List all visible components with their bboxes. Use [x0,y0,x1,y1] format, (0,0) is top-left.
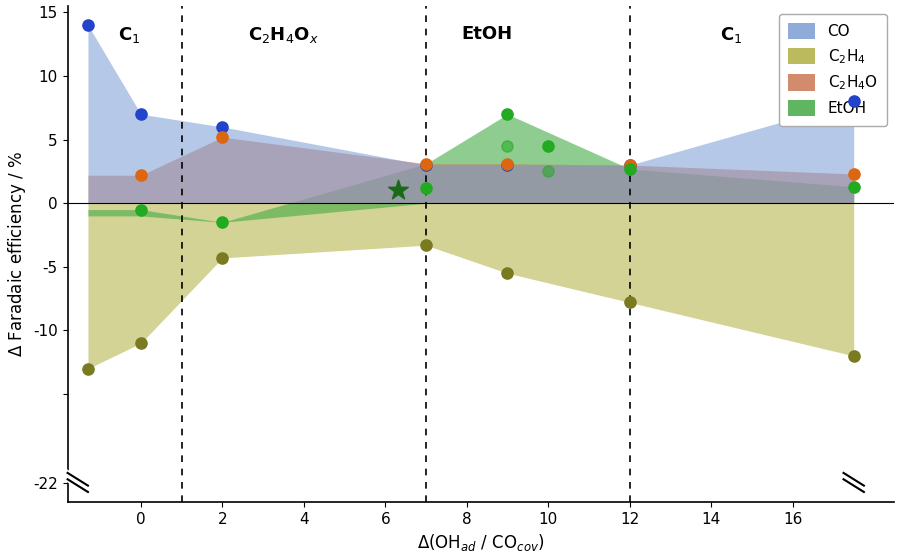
Text: EtOH: EtOH [462,25,513,43]
Point [418,160,433,169]
Point [623,160,637,169]
Point [541,167,555,176]
Point [623,164,637,173]
Point [541,141,555,150]
Point [134,339,148,348]
Point [215,218,230,227]
Y-axis label: $\Delta$ Faradaic efficiency / %: $\Delta$ Faradaic efficiency / % [5,151,28,357]
Point [215,253,230,262]
Point [847,169,861,178]
Point [81,364,95,373]
Point [500,110,515,119]
Point [134,110,148,119]
Point [81,21,95,30]
Point [215,132,230,141]
X-axis label: $\Delta$(OH$_{ad}$ / CO$_{cov}$): $\Delta$(OH$_{ad}$ / CO$_{cov}$) [418,532,544,553]
Point [134,170,148,179]
Point [418,241,433,250]
Text: C$_2$H$_4$O$_x$: C$_2$H$_4$O$_x$ [248,25,319,45]
Text: C$_1$: C$_1$ [720,25,742,45]
Point [623,298,637,307]
Text: C$_1$: C$_1$ [118,25,140,45]
Point [847,182,861,191]
Point [847,97,861,106]
Point [418,183,433,192]
Point [847,352,861,361]
Point [500,269,515,278]
Point [500,141,515,150]
Legend: CO, C$_2$H$_4$, C$_2$H$_4$O, EtOH: CO, C$_2$H$_4$, C$_2$H$_4$O, EtOH [778,13,886,126]
Point [500,160,515,169]
Point [623,160,637,169]
Point [391,186,405,195]
Point [418,159,433,168]
Point [134,205,148,214]
Point [500,159,515,168]
Point [215,122,230,131]
